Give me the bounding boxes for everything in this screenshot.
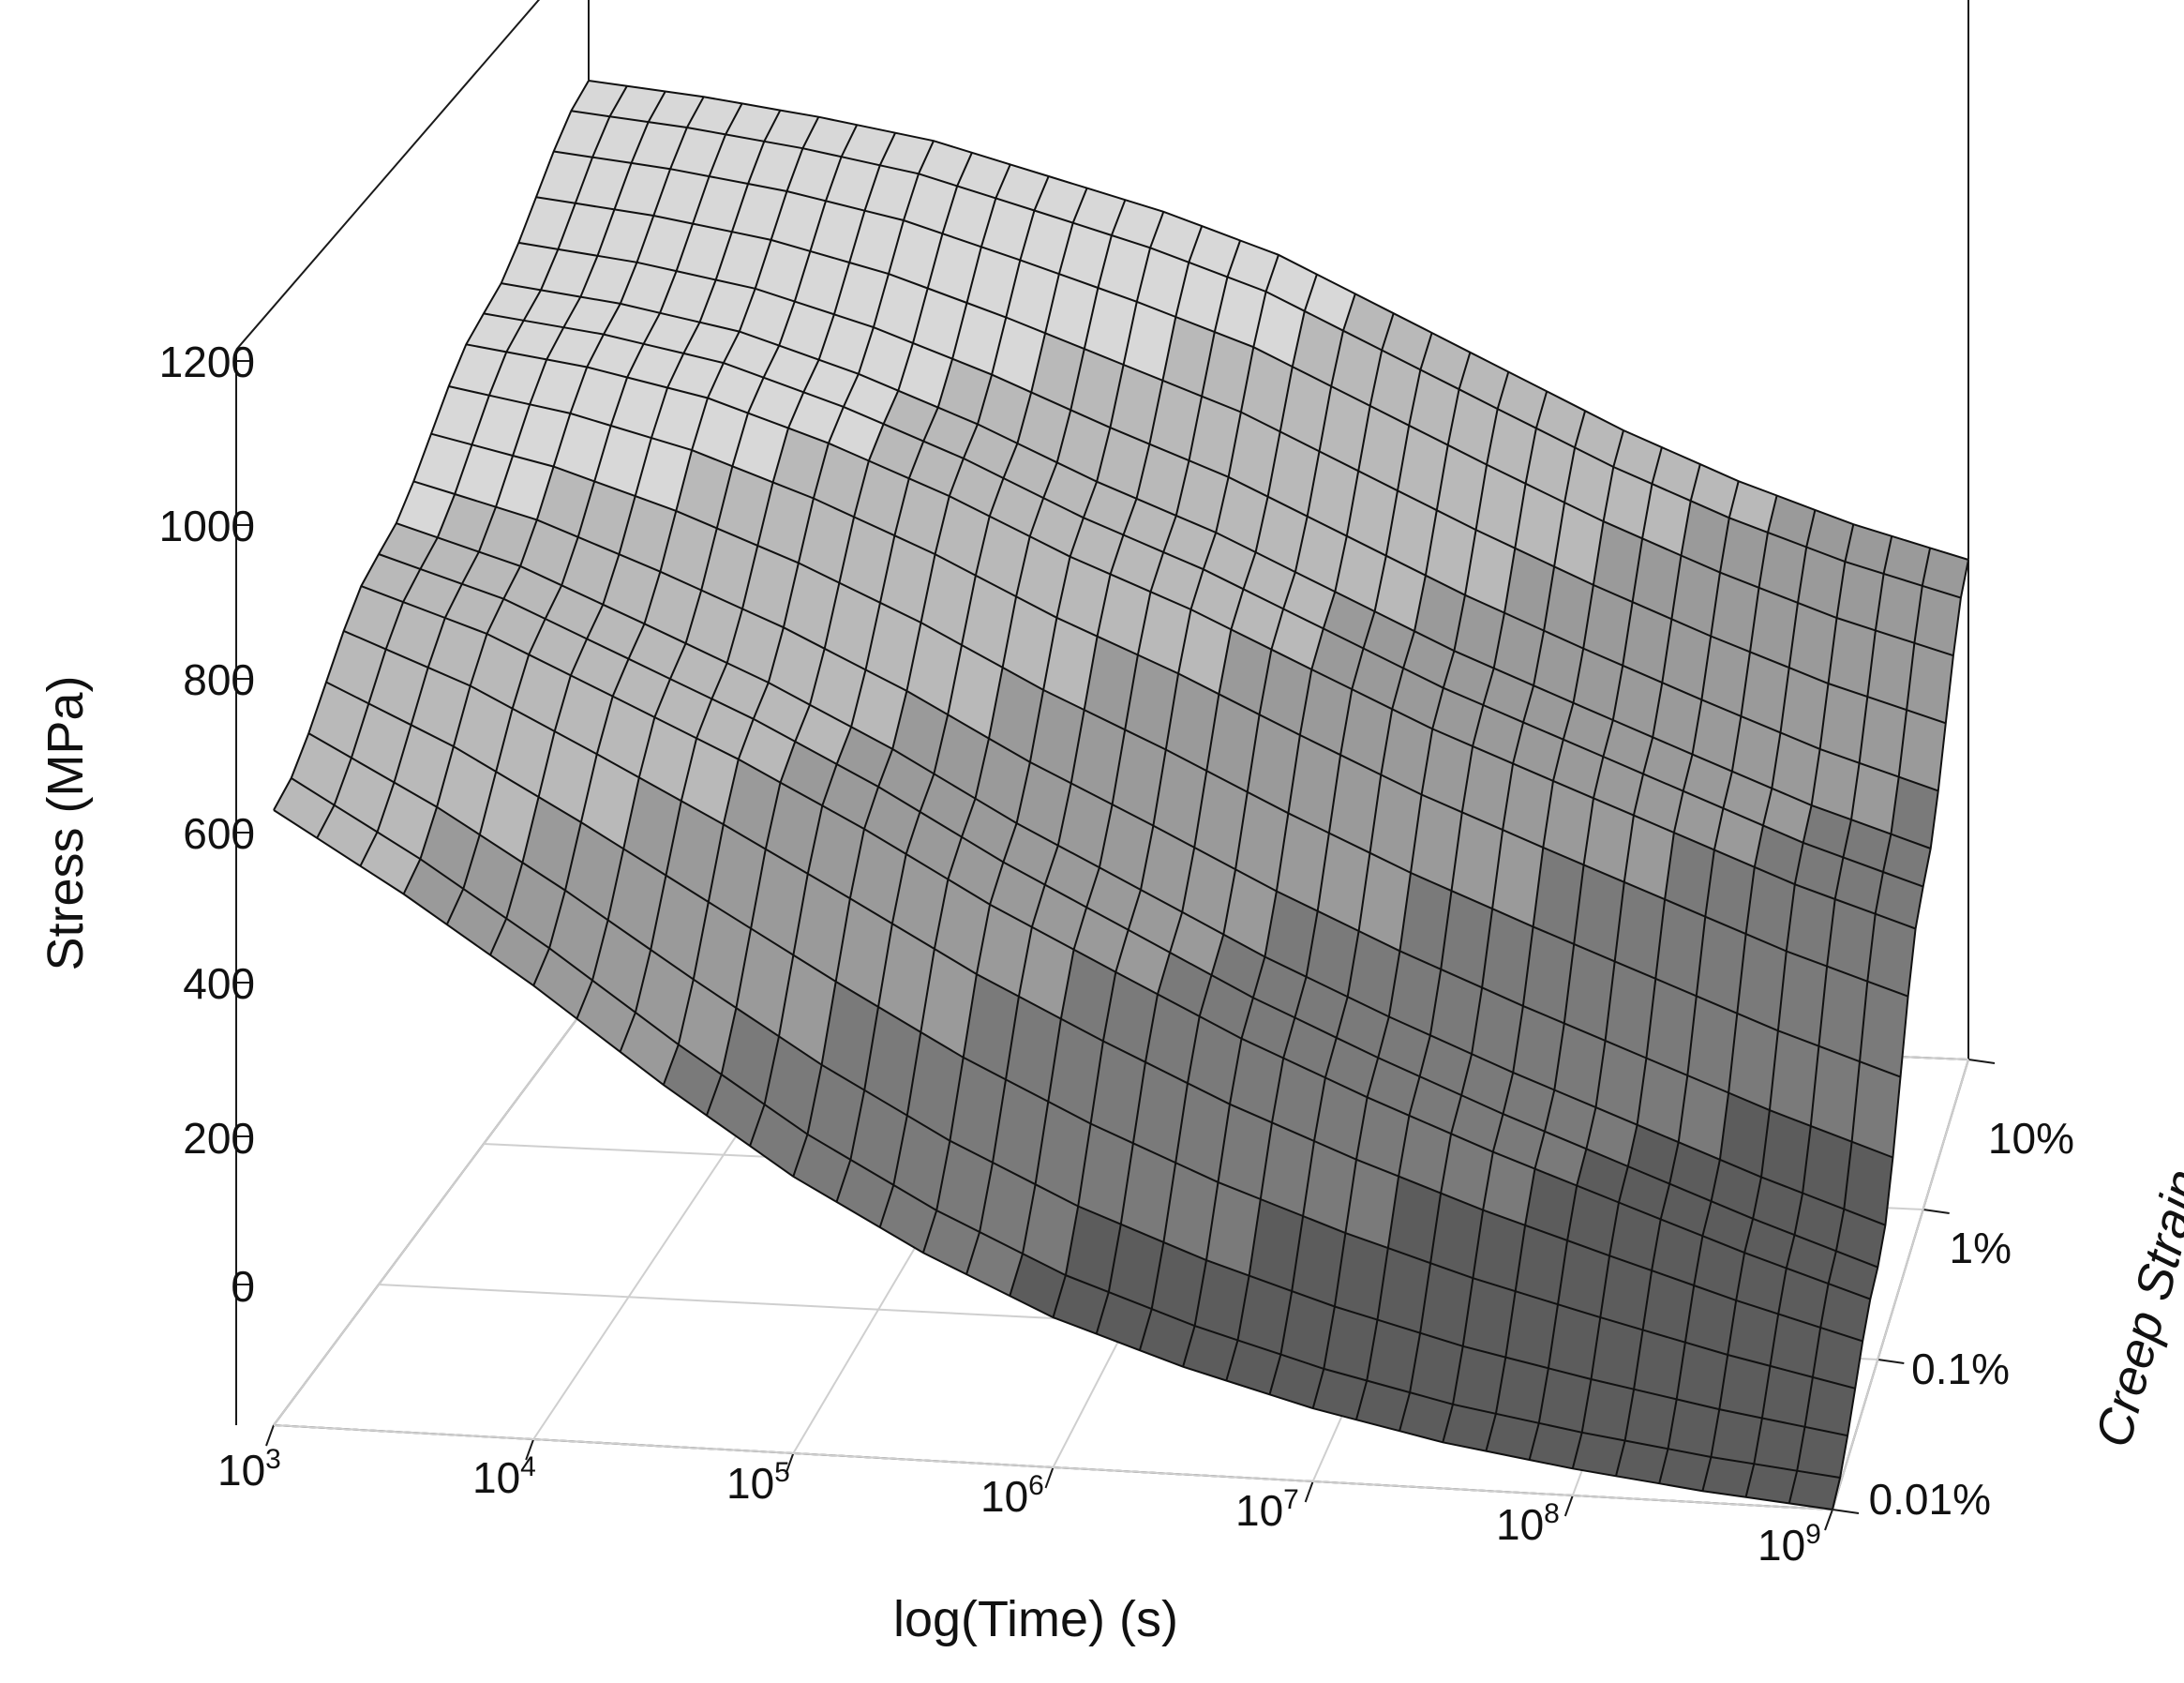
- y-tick-label: 0.01%: [1869, 1475, 1991, 1524]
- mesh-line-strain: [448, 385, 1908, 998]
- z-tick-label: 1000: [159, 502, 255, 550]
- mesh-line-strain: [291, 777, 1841, 1479]
- mesh-line-strain: [518, 241, 1939, 792]
- mesh-line-strain: [360, 585, 1871, 1300]
- frame-line: [235, 0, 541, 351]
- y-tick-label: 10%: [1988, 1114, 2074, 1163]
- grid-line-strain: [273, 1424, 1833, 1510]
- x-tick-mark: [1044, 1466, 1055, 1489]
- y-axis-title: Creep Strain: [2085, 1164, 2184, 1452]
- mesh-line-strain: [483, 312, 1924, 888]
- z-tick-label: 800: [183, 655, 255, 704]
- mesh-line-strain: [571, 110, 1962, 599]
- z-axis-ticks: 0 200 400 600 800 1000 1200: [159, 338, 255, 1311]
- x-tick-label: 109: [1758, 1519, 1821, 1570]
- x-tick-mark: [1304, 1480, 1314, 1503]
- y-tick-label: 0.1%: [1911, 1345, 2010, 1393]
- y-tick-mark: [1922, 1209, 1950, 1214]
- y-tick-mark: [1967, 1059, 1996, 1064]
- surface-mesh: [273, 80, 1969, 1510]
- mesh-line-strain: [466, 343, 1916, 930]
- x-tick-label: 103: [217, 1444, 281, 1495]
- mesh-line-strain: [307, 732, 1848, 1437]
- mesh-line-strain: [378, 553, 1878, 1269]
- x-tick-mark: [1824, 1509, 1833, 1531]
- z-tick-label: 400: [183, 959, 255, 1008]
- x-tick-label: 105: [726, 1457, 790, 1508]
- mesh-line-strain: [396, 522, 1886, 1226]
- x-tick-mark: [1563, 1495, 1574, 1517]
- y-tick-mark: [1832, 1509, 1860, 1514]
- y-axis-ticks: 0.01% 0.1% 1% 10%: [1869, 1114, 2074, 1524]
- mesh-line-strain: [273, 809, 1833, 1510]
- mesh-line-strain: [413, 480, 1893, 1159]
- y-tick-label: 1%: [1950, 1224, 2012, 1272]
- z-tick-label: 1200: [159, 338, 255, 386]
- mesh-line-strain: [535, 196, 1947, 725]
- x-tick-mark: [785, 1452, 795, 1475]
- mesh-line-strain: [430, 432, 1901, 1078]
- mesh-line-strain: [325, 681, 1856, 1390]
- x-axis-title: log(Time) (s): [893, 1591, 1178, 1647]
- x-tick-mark: [265, 1424, 275, 1447]
- mesh-line-strain: [501, 282, 1932, 849]
- z-tick-label: 600: [183, 809, 255, 858]
- y-tick-mark: [1877, 1359, 1905, 1364]
- grid-line-time: [273, 1002, 590, 1426]
- x-tick-label: 106: [980, 1470, 1044, 1521]
- z-tick-label: 0: [231, 1262, 255, 1311]
- x-tick-label: 104: [472, 1451, 536, 1502]
- x-tick-label: 107: [1235, 1484, 1299, 1535]
- mesh-line-strain: [553, 150, 1954, 657]
- z-axis-title: Stress (MPa): [37, 675, 94, 970]
- z-tick-label: 200: [183, 1114, 255, 1163]
- mesh-line-strain: [343, 629, 1863, 1343]
- x-tick-label: 108: [1496, 1498, 1560, 1549]
- grid-line-time: [1832, 1059, 1969, 1510]
- x-tick-mark: [525, 1438, 535, 1461]
- stress-surface: [273, 80, 1969, 1510]
- mesh-line-strain: [588, 80, 1969, 561]
- x-axis-ticks: 103 104 105 106 107 108 109: [217, 1444, 1821, 1570]
